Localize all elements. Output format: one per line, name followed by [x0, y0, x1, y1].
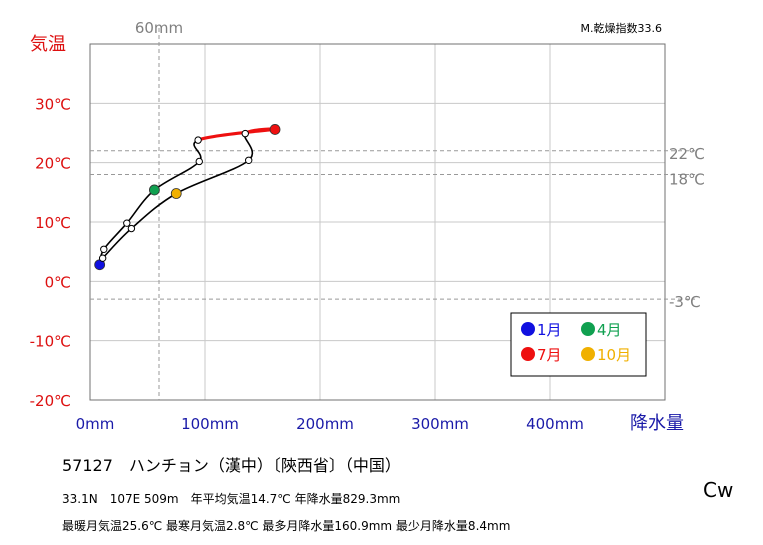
y-tick-label: -10℃ — [30, 333, 71, 351]
month-point-5 — [195, 157, 203, 166]
aridity-index: M.乾燥指数33.6 — [581, 21, 662, 35]
legend-box — [510, 312, 647, 377]
month-point-2 — [100, 245, 108, 253]
x-tick-label: 0mm — [76, 415, 115, 433]
temp-reference-label: 18℃ — [669, 171, 705, 189]
month-point-12 — [98, 254, 107, 262]
month-point-6 — [194, 136, 202, 144]
x-tick-label: 300mm — [411, 415, 469, 433]
x-tick-label: 200mm — [296, 415, 354, 433]
y-tick-label: 20℃ — [35, 155, 71, 173]
temp-reference-label: 22℃ — [669, 145, 705, 163]
x-tick-label: 100mm — [181, 415, 239, 433]
legend-label: 7月 — [537, 346, 562, 364]
legend-label: 4月 — [597, 321, 622, 339]
station-title: 57127 ハンチョン（漢中）〔陝西省〕（中国） — [62, 456, 401, 475]
legend-marker — [581, 347, 595, 361]
climograph-segment — [130, 192, 177, 230]
y-tick-label: 10℃ — [35, 214, 71, 232]
month-point-9 — [245, 156, 253, 164]
station-extremes-summary: 最暖月気温25.6℃ 最寒月気温2.8℃ 最多月降水量160.9mm 最少月降水… — [62, 519, 511, 533]
month-point-11 — [127, 224, 136, 233]
x-tick-label: 400mm — [526, 415, 584, 433]
climate-class: Cw — [703, 478, 734, 502]
station-location-summary: 33.1N 107E 509m 年平均気温14.7℃ 年降水量829.3mm — [62, 492, 401, 506]
x-axis-title: 降水量 — [630, 413, 684, 434]
climograph-summer-segment — [197, 127, 276, 142]
y-tick-label: 0℃ — [45, 273, 71, 291]
month-point-10 — [170, 188, 182, 199]
month-point-7 — [269, 124, 281, 135]
climograph-segment — [243, 133, 254, 161]
y-axis-title: 気温 — [30, 34, 66, 55]
precip-reference-label: 60mm — [135, 19, 183, 37]
month-point-4 — [148, 184, 160, 196]
legend-marker — [521, 347, 535, 361]
plot-frame — [89, 43, 666, 401]
legend-label: 1月 — [537, 321, 562, 339]
y-tick-label: -20℃ — [30, 392, 71, 410]
climograph-segment — [126, 189, 155, 224]
temp-reference-label: -3℃ — [669, 293, 701, 311]
legend-marker — [521, 322, 535, 336]
legend-label: 10月 — [597, 346, 631, 364]
climograph-segment — [175, 159, 250, 195]
month-point-3 — [123, 219, 131, 227]
legend-marker — [581, 322, 595, 336]
y-tick-label: 30℃ — [35, 95, 71, 113]
month-point-8 — [241, 129, 249, 138]
